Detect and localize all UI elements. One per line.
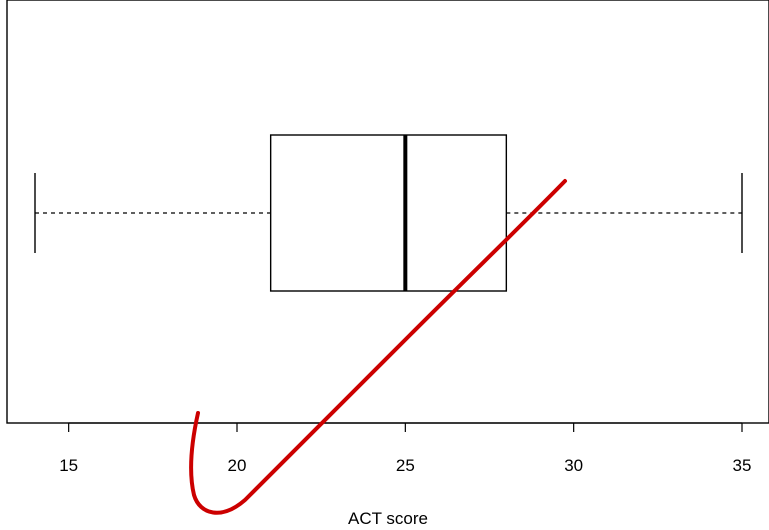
x-tick-label: 35 bbox=[733, 456, 752, 475]
x-tick-label: 20 bbox=[228, 456, 247, 475]
x-tick-label: 15 bbox=[59, 456, 78, 475]
x-axis: 15 20 25 30 35 bbox=[59, 422, 752, 475]
iqr-box bbox=[269, 134, 508, 292]
boxplot-marks bbox=[34, 134, 743, 292]
x-tick-label: 25 bbox=[396, 456, 415, 475]
x-axis-title: ACT score bbox=[348, 509, 428, 528]
red-checkmark-annotation bbox=[189, 179, 567, 515]
x-tick-label: 30 bbox=[564, 456, 583, 475]
